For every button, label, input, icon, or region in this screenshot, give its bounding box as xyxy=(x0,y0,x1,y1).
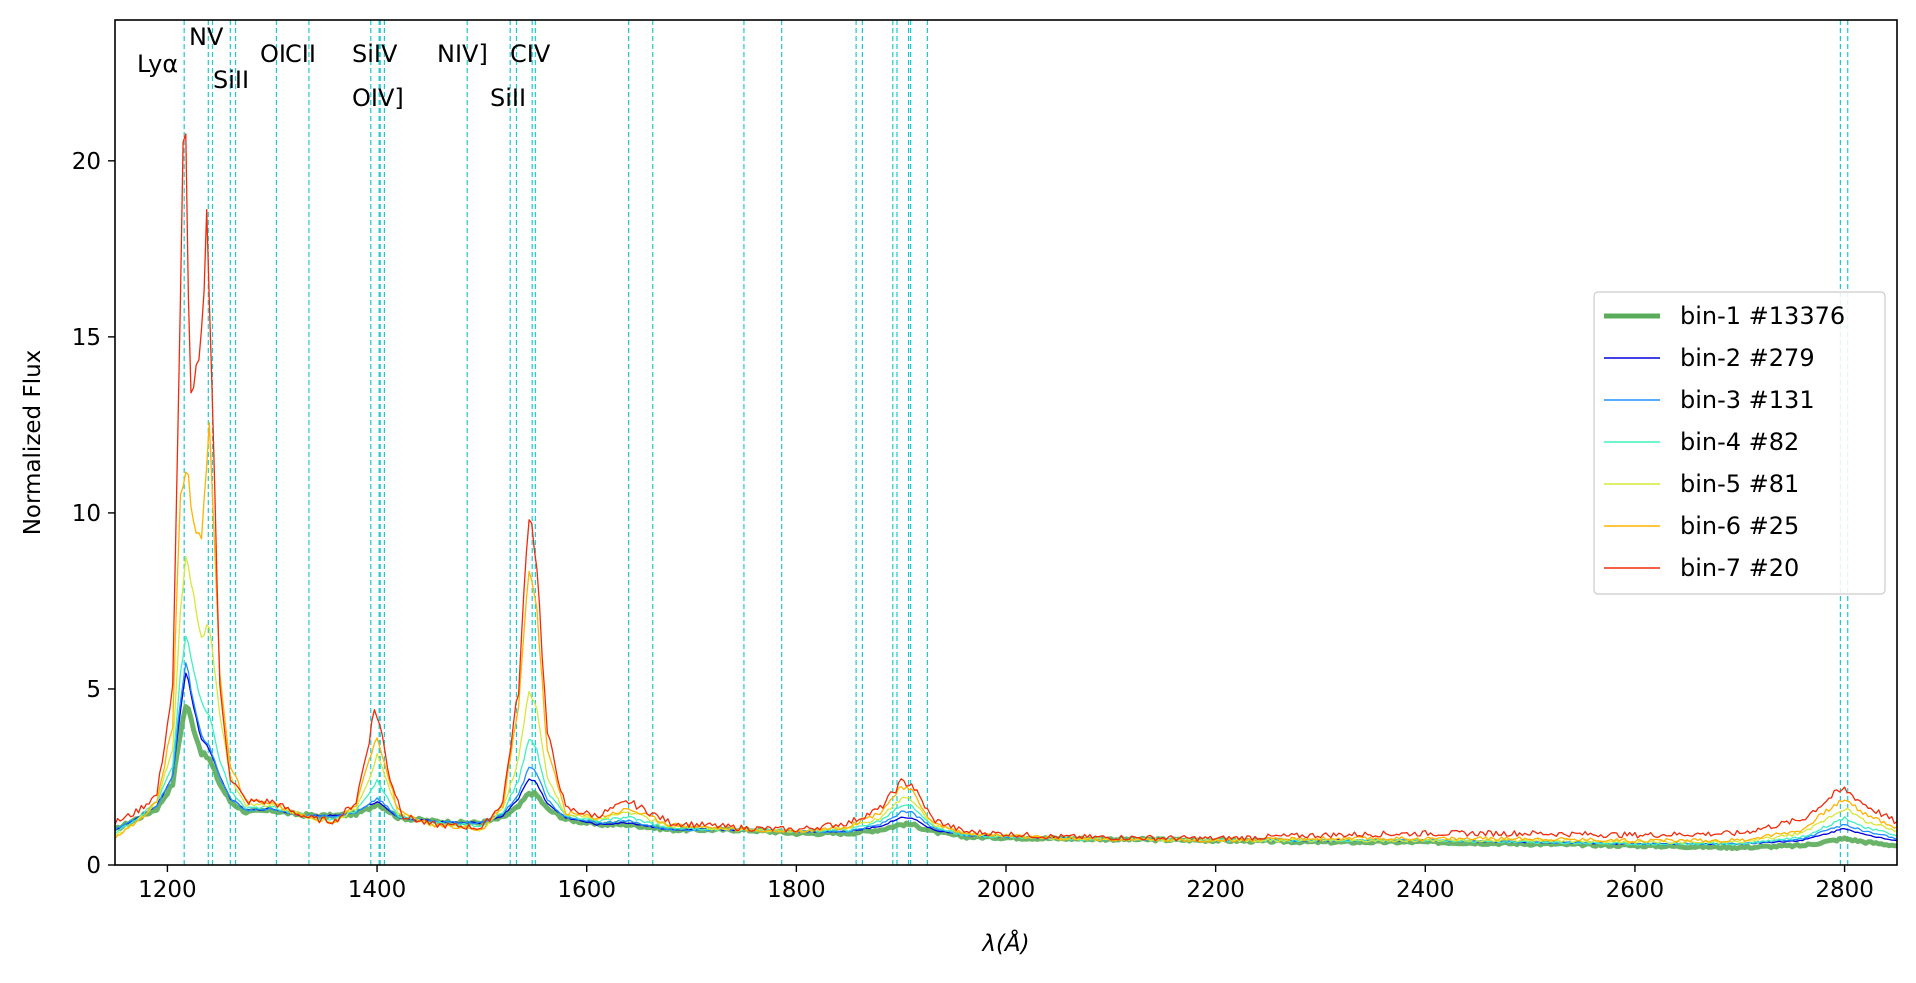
emission-line-label: Lyα xyxy=(137,50,178,78)
x-tick-label: 1400 xyxy=(348,877,407,903)
x-tick-label: 2800 xyxy=(1815,877,1874,903)
y-tick-label: 10 xyxy=(72,501,101,527)
legend: bin-1 #13376 bin-2 #279 bin-3 #131 bin-4 #8… xyxy=(1593,291,1886,595)
legend-entry: bin-6 #25 xyxy=(1680,512,1799,540)
series-line xyxy=(114,133,1898,842)
x-tick-label: 2200 xyxy=(1186,877,1245,903)
x-tick-label: 1800 xyxy=(767,877,826,903)
emission-line-label: CIV xyxy=(510,40,551,68)
emission-line-label: OIV] xyxy=(352,84,404,112)
series-line xyxy=(114,672,1898,846)
y-tick-label: 20 xyxy=(72,149,101,175)
x-tick-label: 1200 xyxy=(138,877,197,903)
emission-line-label: NV xyxy=(189,23,224,51)
legend-box xyxy=(1593,291,1886,595)
legend-entry: bin-3 #131 xyxy=(1680,386,1815,414)
emission-line-label: CII xyxy=(285,40,316,68)
emission-line-label: SiIV xyxy=(352,40,398,68)
emission-line-label: SiII xyxy=(213,66,249,94)
legend-entry: bin-4 #82 xyxy=(1680,428,1799,456)
emission-line-label: NIV] xyxy=(437,40,488,68)
legend-entry: bin-7 #20 xyxy=(1680,554,1799,582)
x-tick-label: 2000 xyxy=(977,877,1036,903)
series-line xyxy=(113,704,1898,851)
series-lines xyxy=(113,133,1898,851)
x-tick-label: 1600 xyxy=(557,877,616,903)
y-tick-label: 5 xyxy=(86,677,101,703)
y-axis-label: Normalized Flux xyxy=(20,350,46,536)
series-line xyxy=(114,635,1898,846)
y-tick-label: 0 xyxy=(86,853,101,879)
legend-entry: bin-1 #13376 xyxy=(1680,302,1845,330)
x-tick-label: 2600 xyxy=(1606,877,1665,903)
x-tick-label: 2400 xyxy=(1396,877,1455,903)
legend-entry: bin-2 #279 xyxy=(1680,344,1815,372)
series-line xyxy=(114,662,1898,846)
x-axis-label: λ(Å) xyxy=(980,929,1029,957)
emission-line-label: SiII xyxy=(490,84,526,112)
axis-ticks: 1200 1400 1600 1800 2000 2200 2400 2600 2800 0 5 10… xyxy=(72,149,1874,903)
emission-line-label: OI xyxy=(260,40,286,68)
legend-entry: bin-5 #81 xyxy=(1680,470,1799,498)
series-line xyxy=(114,555,1898,845)
y-tick-label: 15 xyxy=(72,325,101,351)
emission-line-markers xyxy=(183,20,1849,865)
